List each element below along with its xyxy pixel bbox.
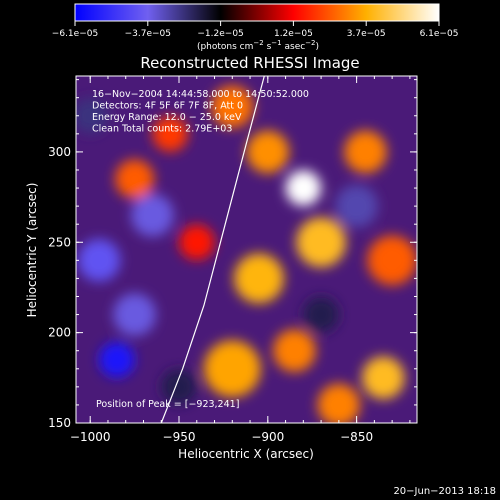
image-blobs (76, 85, 417, 423)
image-blob (99, 341, 135, 378)
solar-limb-line (160, 76, 265, 423)
x-axis-title: Heliocentric X (arcsec) (178, 447, 314, 461)
colorbar-tick-label: 6.1e−05 (420, 29, 459, 39)
colorbar-unit-seconds: s (264, 42, 272, 52)
image-blob (344, 130, 387, 174)
image-blob (335, 184, 378, 228)
image-blob (203, 340, 261, 398)
image-blob (179, 224, 215, 261)
y-axis-ticks: 150 200 250 300 (48, 79, 417, 430)
colorbar-tick-label: 1.2e−05 (274, 29, 313, 39)
y-tick-label: 200 (48, 326, 71, 340)
info-line: Clean Total counts: 2.79E+03 (92, 124, 232, 135)
peak-position-label: Position of Peak = [−923,241] (96, 399, 239, 410)
image-blob (77, 239, 121, 282)
colorbar-tick-label: −6.1e−05 (52, 29, 98, 39)
colorbar-unit-asec: asec (282, 42, 306, 52)
y-tick-label: 300 (48, 145, 71, 159)
x-tick-label: −950 (163, 430, 196, 444)
info-line: Energy Range: 12.0 − 25.0 keV (92, 112, 242, 123)
info-line: 16−Nov−2004 14:44:58.000 to 14:50:52.000 (92, 89, 309, 100)
info-annotations: 16−Nov−2004 14:44:58.000 to 14:50:52.000… (92, 89, 309, 135)
colorbar-unit-prefix: (photons cm (197, 42, 253, 52)
image-blob (210, 85, 254, 129)
footer-timestamp: 20−Jun−2013 18:18 (393, 486, 496, 497)
colorbar-tick-label: −3.7e−05 (125, 29, 171, 39)
image-blob (285, 170, 322, 206)
colorbar (74, 3, 440, 22)
image-blob (361, 356, 405, 400)
chart-title: Reconstructed RHESSI Image (140, 54, 359, 72)
image-blob (367, 235, 417, 286)
x-tick-label: −900 (251, 430, 284, 444)
colorbar-unit-s-exponent: −1 (271, 39, 281, 47)
image-blob (152, 116, 188, 152)
image-blob (161, 369, 197, 405)
image-blob (131, 193, 174, 237)
colorbar-tick-label: −1.2e−05 (197, 29, 243, 39)
colorbar-unit-label: (photons cm−2 s−1 asec−2) (197, 39, 319, 52)
y-axis-title: Heliocentric Y (arcsec) (25, 183, 39, 318)
y-tick-label: 250 (48, 235, 71, 249)
image-blob (113, 293, 156, 336)
x-axis-ticks: −1000 −950 −900 −850 (70, 76, 411, 444)
plot-frame (75, 75, 418, 424)
image-blob (273, 329, 316, 373)
colorbar-unit-suffix: ) (316, 42, 320, 52)
image-blob (76, 98, 108, 134)
image-blob (303, 296, 339, 333)
y-tick-label: 150 (48, 416, 71, 430)
image-blob (317, 383, 361, 423)
image-blob (115, 159, 155, 199)
info-line: Detectors: 4F 5F 6F 7F 8F, Att 0 (92, 101, 243, 112)
colorbar-unit-cm-exponent: −2 (253, 39, 263, 47)
image-blob (234, 253, 284, 304)
image-area (76, 76, 417, 423)
x-tick-label: −850 (340, 430, 373, 444)
colorbar-unit-asec-exponent: −2 (305, 39, 315, 47)
image-blob (296, 217, 346, 268)
image-blob (246, 130, 290, 174)
colorbar-tick-label: 3.7e−05 (347, 29, 386, 39)
x-tick-label: −1000 (70, 430, 111, 444)
colorbar-ticks: −6.1e−05 −3.7e−05 −1.2e−05 1.2e−05 3.7e−05 6.… (52, 21, 459, 39)
